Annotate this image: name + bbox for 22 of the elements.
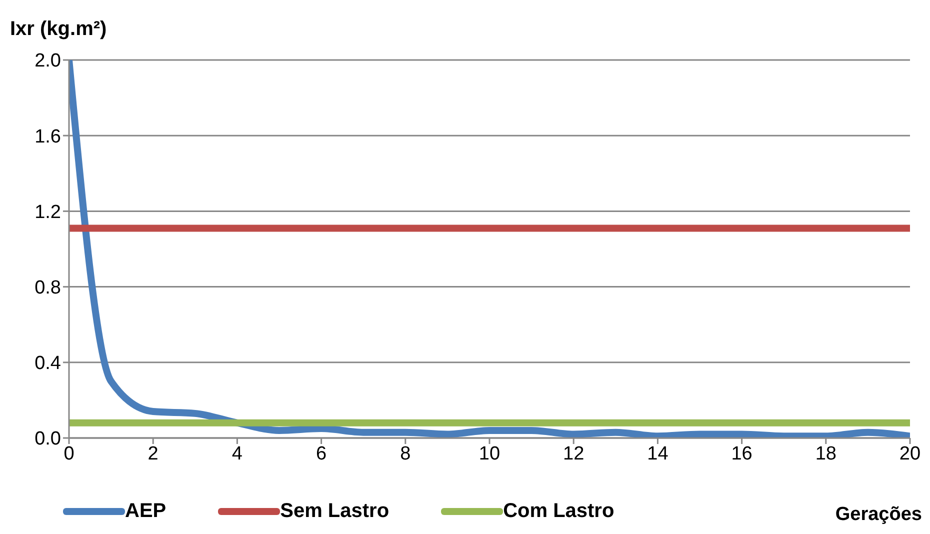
- x-tick-label: 18: [815, 443, 836, 464]
- y-tick-label: 1.6: [34, 126, 61, 148]
- x-tick-label: 0: [64, 443, 74, 464]
- y-tick-label: 2.0: [34, 50, 61, 72]
- y-axis-title: Ixr (kg.m²): [10, 18, 107, 41]
- y-tick-label: 0.4: [34, 353, 62, 374]
- y-tick-label: 0.0: [34, 428, 61, 450]
- x-tick-label: 12: [563, 443, 584, 464]
- legend-label: Com Lastro: [503, 500, 614, 523]
- x-tick-label: 20: [899, 443, 921, 464]
- legend-label: AEP: [125, 500, 166, 523]
- legend-label: Sem Lastro: [280, 500, 390, 523]
- x-tick-label: 4: [232, 443, 243, 464]
- x-tick-label: 6: [316, 443, 327, 464]
- y-tick-label: 0.8: [34, 278, 61, 299]
- y-tick-label: 1.2: [34, 202, 61, 223]
- x-tick-label: 14: [647, 443, 669, 464]
- x-axis-title: Gerações: [835, 504, 922, 526]
- x-tick-label: 8: [400, 443, 411, 464]
- x-tick-label: 16: [731, 443, 752, 464]
- x-tick-label: 10: [478, 443, 500, 464]
- x-tick-label: 2: [148, 443, 158, 464]
